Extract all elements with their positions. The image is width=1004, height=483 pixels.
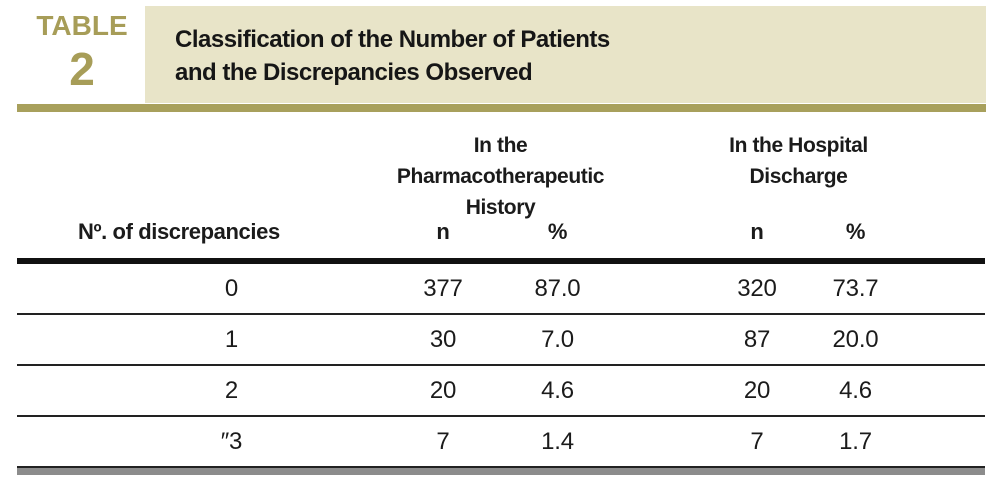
table-row: ″3 7 1.4 7 1.7	[17, 417, 985, 468]
table-bottom-rule	[17, 468, 985, 475]
column-header-hosp-pct: %	[845, 218, 866, 244]
group-header-pharm-line2: History	[465, 196, 536, 219]
column-header-row: Nº. of discrepancies n % n %	[17, 205, 985, 264]
cell-pharm-pct: 1.4	[541, 427, 574, 455]
cell-hosp-pct: 20.0	[832, 325, 879, 353]
table-badge-word: TABLE	[36, 10, 128, 41]
table-row: 0 377 87.0 320 73.7	[17, 264, 985, 315]
group-header-pharm-line1: In the Pharmacotherapeutic	[396, 134, 605, 188]
column-header-hosp-n: n	[750, 218, 764, 244]
cell-hosp-n: 87	[743, 325, 771, 353]
title-banner: Classification of the Number of Patients…	[145, 6, 986, 103]
cell-hosp-n: 320	[737, 274, 777, 302]
cell-hosp-n: 20	[743, 376, 771, 404]
cell-pharm-n: 7	[436, 427, 450, 455]
column-group-header-row: In the Pharmacotherapeutic History In th…	[17, 120, 985, 219]
cell-pharm-pct: 4.6	[541, 376, 574, 404]
table-badge: TABLE 2	[28, 10, 136, 95]
column-header-pharm-pct: %	[547, 218, 568, 244]
row-label: 0	[224, 274, 239, 302]
data-table: In the Pharmacotherapeutic History In th…	[17, 120, 985, 475]
group-header-hospital-discharge: In the Hospital Discharge	[700, 120, 897, 192]
column-header-pharm-n: n	[436, 218, 450, 244]
table-title-line2: and the Discrepancies Observed	[175, 59, 533, 86]
cell-hosp-n: 7	[750, 427, 764, 455]
cell-pharm-n: 20	[429, 376, 457, 404]
cell-hosp-pct: 73.7	[832, 274, 879, 302]
cell-pharm-n: 30	[429, 325, 457, 353]
banner-underline-bar	[17, 104, 986, 112]
table-row: 2 20 4.6 20 4.6	[17, 366, 985, 417]
cell-hosp-pct: 1.7	[839, 427, 872, 455]
cell-hosp-pct: 4.6	[839, 376, 872, 404]
row-label: ″3	[220, 427, 243, 455]
row-label: 2	[224, 376, 239, 404]
cell-pharm-n: 377	[423, 274, 463, 302]
cell-pharm-pct: 87.0	[534, 274, 581, 302]
table-title-line1: Classification of the Number of Patients	[175, 26, 610, 53]
group-header-hosp-line1: In the Hospital	[729, 134, 868, 157]
table-badge-number: 2	[69, 43, 95, 95]
row-label: 1	[224, 325, 239, 353]
cell-pharm-pct: 7.0	[541, 325, 574, 353]
column-header-discrepancies: Nº. of discrepancies	[78, 218, 280, 244]
group-header-pharmacotherapeutic: In the Pharmacotherapeutic History	[386, 120, 615, 223]
table-row: 1 30 7.0 87 20.0	[17, 315, 985, 366]
group-header-hosp-line2: Discharge	[749, 165, 848, 188]
